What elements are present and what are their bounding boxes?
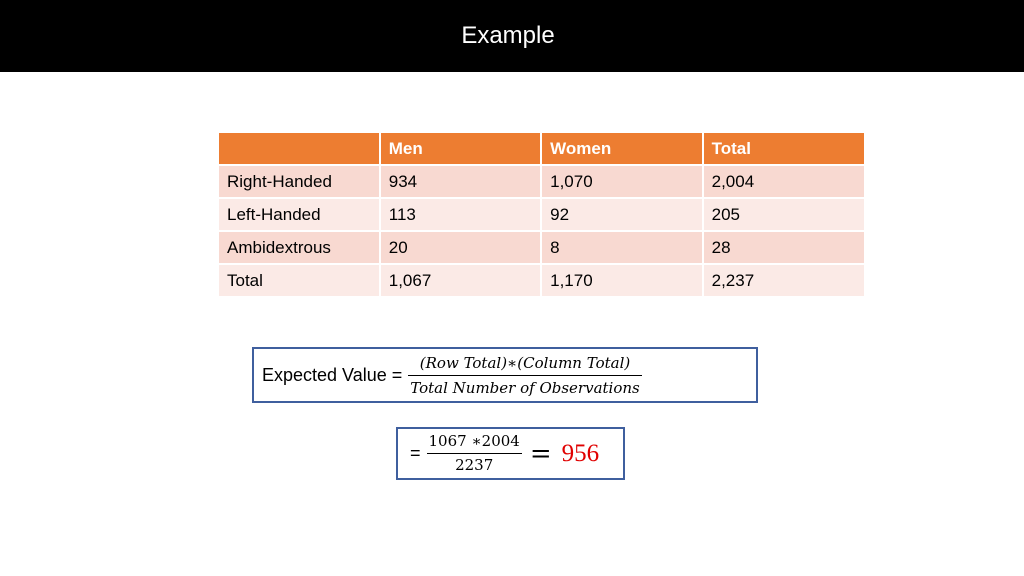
table-row: Left-Handed 113 92 205 (217, 197, 867, 232)
formula-numerator: (Row Total)∗(Column Total) (419, 353, 631, 372)
calc-fraction: 1067 ∗2004 2237 (426, 432, 522, 475)
title-bar: Example (0, 0, 1024, 72)
table-cell: 2,004 (701, 164, 867, 199)
formula-label: Expected Value = (262, 364, 403, 385)
fraction-bar (408, 374, 642, 376)
table-header-cell: Total (701, 131, 867, 166)
table-row: Ambidextrous 20 8 28 (217, 230, 867, 265)
table-cell: Total (217, 263, 381, 298)
calc-numerator: 1067 ∗2004 (428, 432, 520, 450)
table-cell: 205 (701, 197, 867, 232)
table-cell: 92 (540, 197, 704, 232)
table-row: Right-Handed 934 1,070 2,004 (217, 164, 867, 199)
slide-title: Example (461, 22, 555, 49)
table-cell: 1,070 (540, 164, 704, 199)
calculation-box: = 1067 ∗2004 2237 = 956 (396, 427, 625, 480)
table-cell: 28 (701, 230, 867, 265)
table-header-row: Men Women Total (217, 131, 867, 166)
table-row: Total 1,067 1,170 2,237 (217, 263, 867, 298)
table-header-cell: Women (540, 131, 704, 166)
calc-denominator: 2237 (455, 456, 494, 474)
expected-value-formula-box: Expected Value = (Row Total)∗(Column Tot… (252, 347, 758, 403)
table-cell: Right-Handed (217, 164, 381, 199)
table-cell: 2,237 (701, 263, 867, 298)
table-header-cell (217, 131, 381, 166)
calc-prefix: = (410, 443, 421, 463)
table-header-cell: Men (378, 131, 543, 166)
calc-equals: = (529, 438, 552, 469)
formula-fraction: (Row Total)∗(Column Total) Total Number … (408, 353, 642, 398)
table-cell: 1,067 (378, 263, 543, 298)
table-cell: 8 (540, 230, 704, 265)
formula-denominator: Total Number of Observations (410, 378, 640, 397)
table-cell: Ambidextrous (217, 230, 381, 265)
table-cell: 113 (378, 197, 543, 232)
table-cell: 20 (378, 230, 543, 265)
table-cell: 934 (378, 164, 543, 199)
fraction-bar (426, 453, 522, 454)
table-cell: Left-Handed (217, 197, 381, 232)
calc-result: 956 (561, 439, 600, 467)
handedness-table: Men Women Total Right-Handed 934 1,070 2… (217, 131, 867, 298)
table-cell: 1,170 (540, 263, 704, 298)
